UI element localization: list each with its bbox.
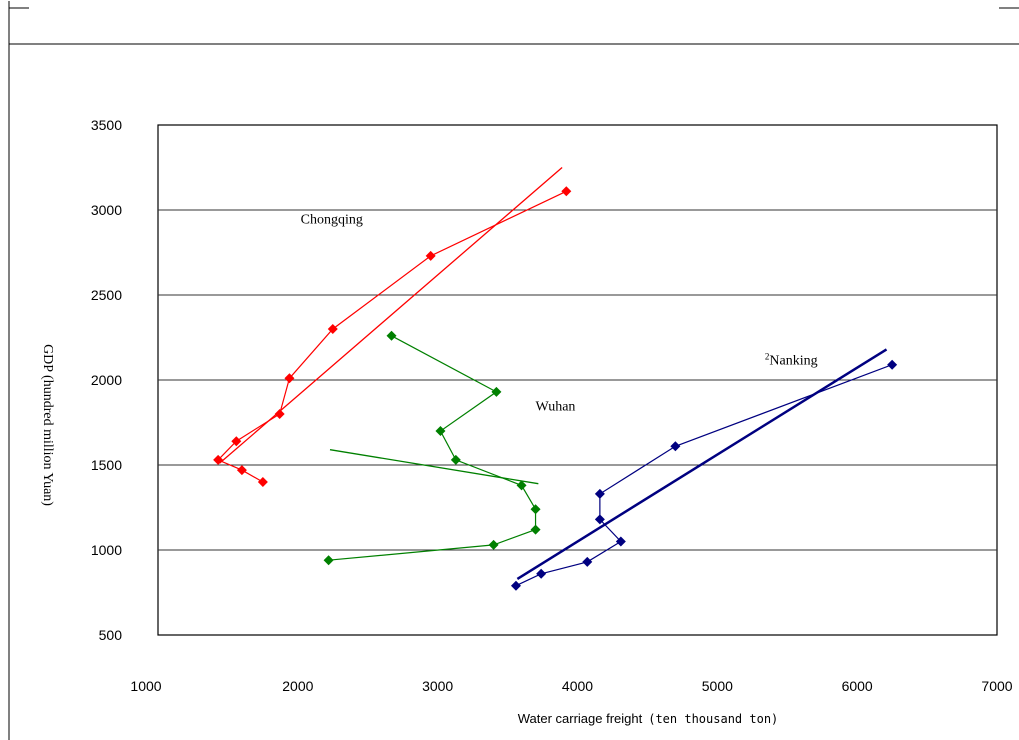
x-tick-label: 1000 bbox=[130, 678, 161, 694]
point-nanking bbox=[582, 556, 593, 567]
y-tick-label: 3000 bbox=[91, 202, 122, 218]
annotation-label: Chongqing bbox=[301, 213, 363, 228]
annotation-label: Wuhan bbox=[536, 400, 576, 415]
x-axis-title-unit: (ten thousand ton) bbox=[648, 712, 778, 726]
point-wuhan bbox=[530, 524, 541, 535]
point-wuhan bbox=[323, 555, 334, 566]
point-chongqing bbox=[274, 409, 285, 419]
trendline-nanking bbox=[516, 348, 888, 580]
x-tick-label: 6000 bbox=[842, 678, 873, 694]
point-nanking bbox=[670, 441, 681, 452]
x-tick-label: 4000 bbox=[562, 678, 593, 694]
point-chongqing bbox=[213, 454, 224, 465]
x-axis-title-main: Water carriage freight bbox=[518, 711, 643, 726]
point-nanking bbox=[887, 359, 898, 370]
y-axis-title: GDP (hundred million Yuan) bbox=[40, 344, 55, 506]
point-chongqing bbox=[257, 477, 268, 487]
point-nanking bbox=[510, 580, 521, 591]
series-group bbox=[213, 186, 898, 591]
point-wuhan bbox=[516, 480, 527, 491]
point-nanking bbox=[615, 536, 626, 547]
x-axis-title: Water carriage freight (ten thousand ton) bbox=[518, 711, 779, 726]
point-chongqing bbox=[327, 324, 338, 334]
y-tick-labels: 500 1000 1500 2000 2500 3000 3500 bbox=[91, 117, 122, 643]
y-tick-label: 2000 bbox=[91, 372, 122, 388]
point-chongqing bbox=[284, 373, 295, 384]
annotations: Chongqing Wuhan 2Nanking bbox=[301, 213, 818, 415]
point-wuhan bbox=[450, 454, 461, 465]
point-wuhan bbox=[491, 386, 502, 397]
y-tick-label: 2500 bbox=[91, 287, 122, 303]
point-wuhan bbox=[488, 539, 499, 550]
point-nanking bbox=[594, 488, 605, 499]
point-nanking bbox=[594, 514, 605, 525]
point-chongqing bbox=[236, 465, 247, 476]
y-tick-label: 1500 bbox=[91, 457, 122, 473]
y-tick-label: 3500 bbox=[91, 117, 122, 133]
y-tick-label: 500 bbox=[99, 627, 123, 643]
gridlines bbox=[158, 209, 997, 551]
x-tick-labels: 1000 2000 3000 4000 5000 6000 7000 bbox=[130, 678, 1012, 694]
x-tick-label: 2000 bbox=[282, 678, 313, 694]
point-chongqing bbox=[231, 436, 242, 447]
x-tick-label: 7000 bbox=[981, 678, 1012, 694]
x-tick-label: 5000 bbox=[702, 678, 733, 694]
point-nanking bbox=[536, 568, 547, 579]
series-line-nanking bbox=[515, 364, 893, 587]
point-chongqing bbox=[561, 186, 572, 197]
annotation-label: 2Nanking bbox=[765, 352, 818, 369]
point-wuhan bbox=[530, 504, 541, 515]
point-wuhan bbox=[435, 426, 446, 436]
point-chongqing bbox=[425, 250, 436, 261]
x-tick-label: 3000 bbox=[422, 678, 453, 694]
y-tick-label: 1000 bbox=[91, 542, 122, 558]
point-wuhan bbox=[386, 330, 397, 341]
